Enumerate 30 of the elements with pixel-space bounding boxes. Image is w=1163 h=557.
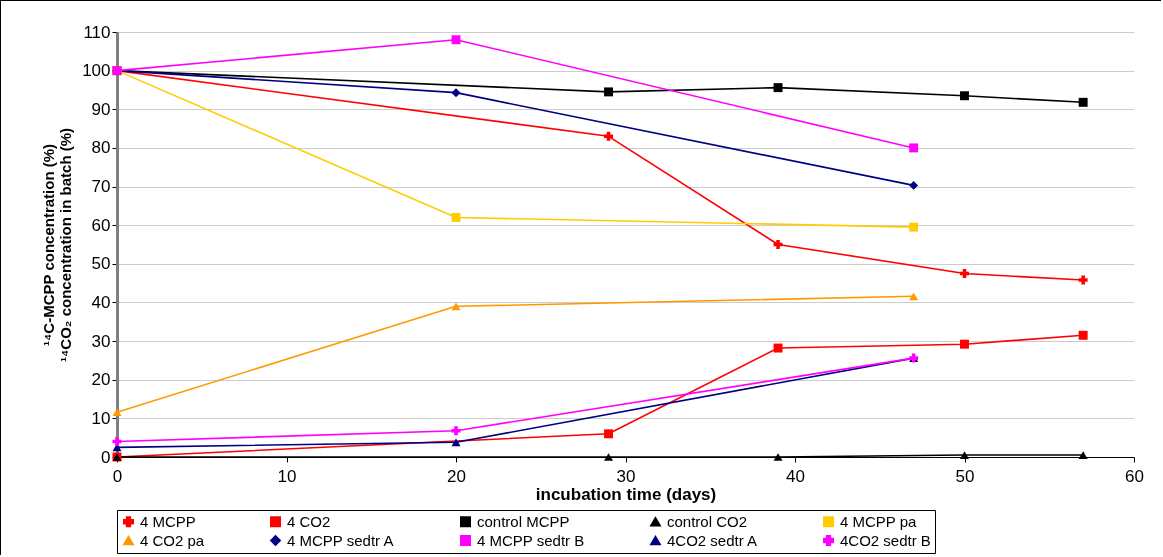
x-axis-title: incubation time (days)	[535, 484, 717, 504]
legend-label: control CO2	[667, 512, 748, 530]
x-tick-label: 40	[786, 466, 805, 486]
legend-label: 4 CO2 pa	[140, 531, 205, 549]
y-tick-label: 40	[91, 292, 111, 312]
y-axis-title: ¹⁴C-MCPP concentration (%) ¹⁴CO₂ concentration in batch (%)	[40, 127, 75, 363]
y-tick-label: 0	[101, 447, 111, 467]
legend-label: 4CO2 sedtr B	[840, 531, 931, 549]
y-tick-label: 100	[82, 61, 111, 81]
y-tick-label: 90	[91, 99, 111, 119]
legend-label: 4 MCPP sedtr B	[477, 531, 585, 549]
x-tick-label: 30	[616, 466, 636, 486]
legend-label: 4 CO2	[287, 512, 331, 530]
y-tick-label: 60	[91, 215, 111, 235]
y-tick-label: 30	[91, 331, 111, 351]
legend-label: 4 MCPP sedtr A	[287, 531, 394, 549]
y-tick-label: 110	[83, 22, 111, 42]
x-tick-label: 60	[1125, 466, 1144, 486]
y-tick-label: 70	[91, 177, 111, 197]
y-tick-label: 20	[91, 370, 111, 390]
y-tick-label: 10	[91, 408, 111, 428]
legend-label: 4 MCPP	[140, 512, 196, 530]
legend-label: 4 MCPP pa	[840, 512, 918, 530]
x-tick-label: 20	[447, 466, 466, 486]
legend-label: control MCPP	[477, 512, 570, 530]
legend-label: 4CO2 sedtr A	[667, 531, 758, 549]
x-tick-label: 10	[277, 466, 297, 486]
y-tick-label: 80	[91, 138, 111, 158]
x-tick-label: 50	[955, 466, 975, 486]
y-tick-label: 50	[91, 254, 111, 274]
